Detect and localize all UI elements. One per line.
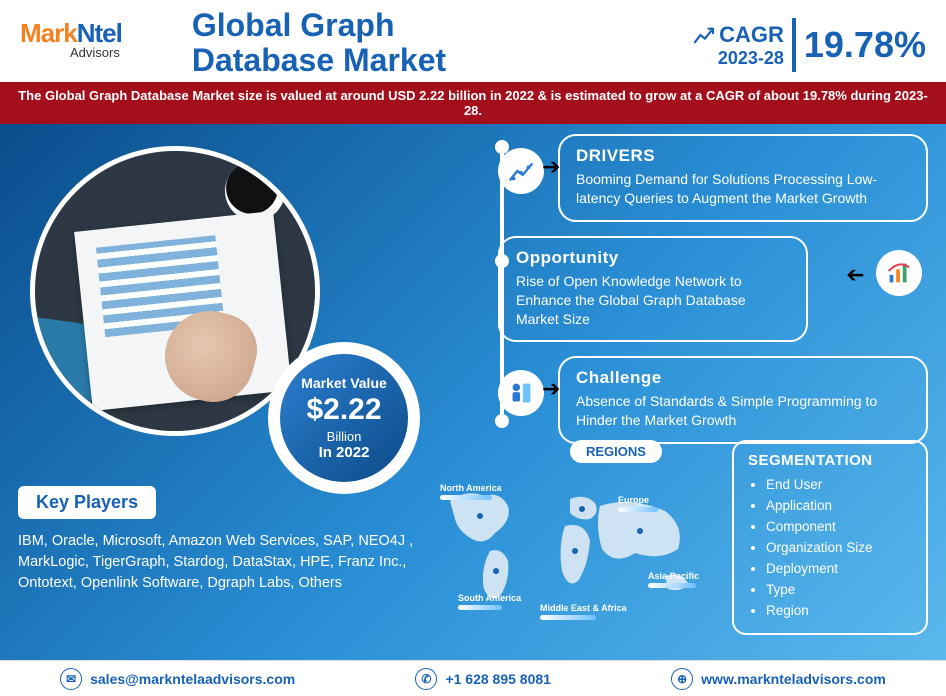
- key-players-text: IBM, Oracle, Microsoft, Amazon Web Servi…: [18, 531, 438, 594]
- footer-phone-text: +1 628 895 8081: [445, 671, 551, 687]
- logo: MarkNtel Advisors: [20, 18, 122, 60]
- market-value-amount: $2.22: [306, 393, 381, 427]
- cagr-block: CAGR 2023-28 19.78%: [693, 8, 926, 72]
- segmentation-box: SEGMENTATION End UserApplicationComponen…: [732, 440, 928, 635]
- region-bar: [458, 605, 502, 610]
- footer-web-text: www.marknteladvisors.com: [701, 671, 886, 687]
- region-label: North America: [440, 483, 502, 493]
- cagr-value: 19.78%: [804, 24, 926, 66]
- region-label: Middle East & Africa: [540, 603, 627, 613]
- cagr-label-col: CAGR 2023-28: [693, 22, 784, 69]
- logo-part2: Ntel: [77, 18, 122, 48]
- cagr-divider: [792, 18, 796, 72]
- footer-email[interactable]: ✉ sales@markntelaadvisors.com: [60, 668, 295, 690]
- region-bar: [648, 583, 696, 588]
- drivers-icon: [498, 148, 544, 194]
- drivers-title: DRIVERS: [576, 146, 910, 166]
- region-label: Europe: [618, 495, 649, 505]
- info-column: ➔ DRIVERS Booming Demand for Solutions P…: [498, 134, 928, 458]
- logo-subtext: Advisors: [70, 45, 122, 60]
- market-value-badge: Market Value $2.22 Billion In 2022: [268, 342, 420, 494]
- opportunity-body: Rise of Open Knowledge Network to Enhanc…: [516, 272, 790, 329]
- opportunity-box: ➔ Opportunity Rise of Open Knowledge Net…: [498, 236, 808, 343]
- world-map: North America South America Europe Middle E…: [430, 471, 710, 621]
- cagr-label: CAGR: [693, 22, 784, 48]
- region-label: South America: [458, 593, 521, 603]
- opportunity-title: Opportunity: [516, 248, 790, 268]
- segmentation-heading: SEGMENTATION: [748, 452, 912, 469]
- segmentation-item: Deployment: [766, 559, 912, 580]
- arrow-icon: ➔: [846, 262, 864, 288]
- arrow-icon: ➔: [542, 376, 560, 402]
- logo-part1: Mark: [20, 18, 77, 48]
- regions-heading: REGIONS: [570, 440, 662, 463]
- footer-web[interactable]: ⊕ www.marknteladvisors.com: [671, 668, 886, 690]
- market-value-unit: Billion: [327, 429, 362, 444]
- region-bar: [540, 615, 596, 620]
- cagr-label-text: CAGR: [719, 22, 784, 48]
- segmentation-item: Organization Size: [766, 538, 912, 559]
- segmentation-item: Component: [766, 517, 912, 538]
- summary-banner: The Global Graph Database Market size is…: [0, 82, 946, 124]
- challenge-body: Absence of Standards & Simple Programmin…: [576, 392, 910, 430]
- footer: ✉ sales@markntelaadvisors.com ✆ +1 628 8…: [0, 660, 946, 696]
- phone-icon: ✆: [415, 668, 437, 690]
- opportunity-icon: [876, 250, 922, 296]
- segmentation-item: Application: [766, 496, 912, 517]
- segmentation-list: End UserApplicationComponentOrganization…: [766, 475, 912, 621]
- header: MarkNtel Advisors Global Graph Database …: [0, 0, 946, 82]
- challenge-title: Challenge: [576, 368, 910, 388]
- email-icon: ✉: [60, 668, 82, 690]
- region-bar: [440, 495, 492, 500]
- page-title: Global Graph Database Market: [192, 8, 446, 78]
- cagr-years: 2023-28: [693, 48, 784, 69]
- key-players-heading: Key Players: [18, 486, 156, 519]
- growth-icon: [693, 26, 715, 44]
- market-value-year: In 2022: [319, 444, 370, 461]
- globe-icon: ⊕: [671, 668, 693, 690]
- market-value-inner: Market Value $2.22 Billion In 2022: [280, 354, 408, 482]
- footer-email-text: sales@markntelaadvisors.com: [90, 671, 295, 687]
- arrow-icon: ➔: [542, 154, 560, 180]
- key-players-block: Key Players IBM, Oracle, Microsoft, Amaz…: [18, 486, 438, 594]
- segmentation-item: Region: [766, 601, 912, 622]
- footer-phone[interactable]: ✆ +1 628 895 8081: [415, 668, 551, 690]
- region-label: Asia-Pacific: [648, 571, 699, 581]
- challenge-icon: [498, 370, 544, 416]
- challenge-box: ➔ Challenge Absence of Standards & Simpl…: [558, 356, 928, 444]
- drivers-box: ➔ DRIVERS Booming Demand for Solutions P…: [558, 134, 928, 222]
- page-title-text: Global Graph Database Market: [192, 7, 446, 78]
- main-panel: Market Value $2.22 Billion In 2022 Key P…: [0, 124, 946, 660]
- region-bar: [618, 507, 658, 512]
- segmentation-item: Type: [766, 580, 912, 601]
- segmentation-item: End User: [766, 475, 912, 496]
- drivers-body: Booming Demand for Solutions Processing …: [576, 170, 910, 208]
- regions-block: REGIONS North America South America Europe…: [430, 440, 720, 621]
- market-value-label: Market Value: [301, 375, 387, 391]
